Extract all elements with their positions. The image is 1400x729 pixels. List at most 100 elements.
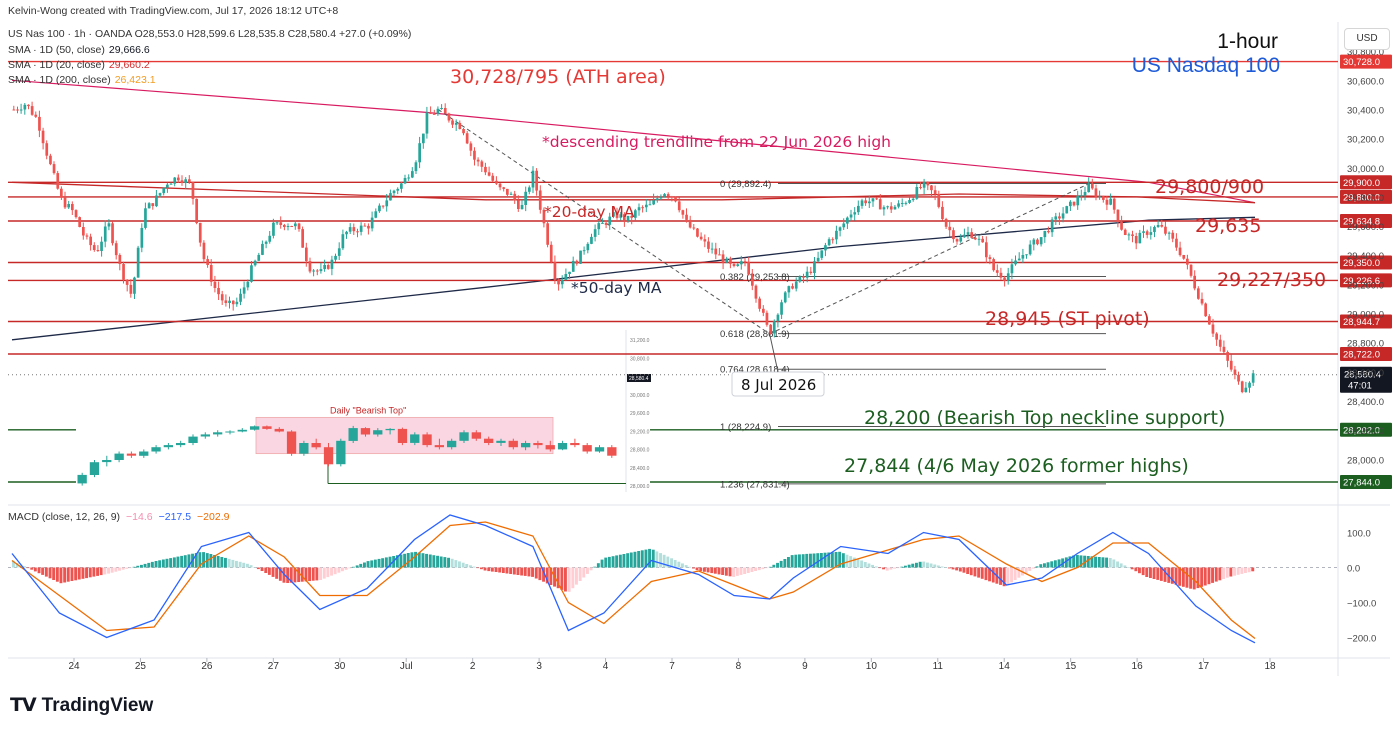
macd-histogram-bar bbox=[147, 562, 151, 568]
tradingview-brand[interactable]: TV TradingView bbox=[10, 694, 153, 717]
macd-histogram-bar bbox=[681, 563, 684, 568]
candle-body bbox=[198, 222, 202, 243]
candle-body bbox=[955, 239, 959, 242]
candle-body bbox=[67, 204, 70, 208]
candle-body bbox=[860, 200, 864, 206]
time-tick-label: 18 bbox=[1264, 661, 1276, 672]
macd-histogram-bar bbox=[278, 567, 282, 581]
macd-histogram-bar bbox=[1207, 567, 1211, 585]
time-tick-label: 9 bbox=[802, 661, 808, 672]
macd-histogram-bar bbox=[977, 567, 981, 578]
legend-sma-20[interactable]: SMA · 1D (20, close) 29,660.2 bbox=[8, 59, 150, 71]
candle-body bbox=[930, 185, 933, 191]
time-tick-label: 16 bbox=[1132, 661, 1144, 672]
countdown-text: 47:01 bbox=[1348, 381, 1372, 392]
macd-histogram-bar bbox=[150, 561, 154, 568]
candle-body bbox=[56, 173, 60, 189]
macd-histogram-bar bbox=[1127, 567, 1130, 568]
price-tick-label: 30,400.0 bbox=[1347, 106, 1384, 117]
candle-body bbox=[619, 214, 623, 218]
macd-histogram-bar bbox=[648, 548, 651, 568]
macd-histogram-bar bbox=[15, 562, 19, 568]
candle-body bbox=[1160, 225, 1164, 227]
macd-histogram-bar bbox=[1116, 561, 1119, 568]
inset-candle-body bbox=[348, 428, 358, 441]
macd-histogram-bar bbox=[1192, 567, 1196, 590]
legend-sma-50[interactable]: SMA · 1D (50, close) 29,666.6 bbox=[8, 44, 150, 56]
macd-histogram-bar bbox=[867, 563, 871, 568]
candle-body bbox=[38, 116, 41, 131]
candle-body bbox=[762, 308, 765, 313]
candle-body bbox=[524, 191, 527, 205]
candle-body bbox=[359, 225, 363, 232]
macd-histogram-bar bbox=[929, 563, 933, 568]
macd-histogram-bar bbox=[377, 558, 381, 568]
macd-histogram-bar bbox=[874, 566, 878, 568]
candle-body bbox=[1025, 254, 1028, 256]
candle-body bbox=[703, 239, 707, 242]
candle-body bbox=[593, 229, 597, 237]
candle-body bbox=[363, 225, 367, 227]
macd-histogram-bar bbox=[816, 553, 820, 568]
date-callout-pointer bbox=[769, 333, 779, 373]
macd-histogram-bar bbox=[838, 551, 842, 568]
macd-histogram-bar bbox=[834, 552, 838, 568]
candle-body bbox=[1251, 373, 1255, 383]
candle-body bbox=[396, 188, 400, 191]
macd-histogram-bar bbox=[776, 562, 779, 568]
level-label: 30,728/795 (ATH area) bbox=[450, 66, 666, 88]
candle-body bbox=[440, 108, 443, 109]
macd-histogram-bar bbox=[154, 561, 158, 568]
macd-histogram-bar bbox=[26, 567, 30, 569]
macd-histogram-bar bbox=[564, 567, 567, 592]
level-axis-tag-text: 28,944.7 bbox=[1343, 317, 1380, 328]
macd-histogram-bar bbox=[308, 567, 311, 582]
candle-body bbox=[663, 194, 666, 197]
macd-histogram-bar bbox=[505, 567, 509, 574]
candle-body bbox=[400, 183, 403, 189]
tradingview-logo-icon: TV bbox=[10, 694, 37, 716]
candle-body bbox=[155, 195, 158, 207]
macd-histogram-bar bbox=[1032, 567, 1035, 569]
macd-histogram-bar bbox=[304, 567, 308, 582]
macd-histogram-bar bbox=[761, 567, 765, 570]
candle-body bbox=[542, 209, 546, 224]
candle-body bbox=[1175, 238, 1178, 248]
price-tick-label: 30,600.0 bbox=[1347, 76, 1384, 87]
macd-histogram-bar bbox=[827, 552, 831, 568]
legend-sma-20-label: SMA · 1D (20, close) bbox=[8, 59, 105, 71]
macd-histogram-bar bbox=[768, 566, 772, 568]
candle-body bbox=[718, 254, 721, 256]
inset-candle-body bbox=[545, 445, 555, 450]
macd-histogram-bar bbox=[724, 567, 728, 576]
candle-body bbox=[1149, 232, 1153, 235]
candle-body bbox=[1003, 277, 1006, 281]
macd-histogram-bar bbox=[710, 567, 714, 574]
candle-body bbox=[615, 212, 619, 218]
candle-body bbox=[1186, 258, 1189, 265]
macd-histogram-bar bbox=[615, 555, 619, 568]
legend-sma-200[interactable]: SMA · 1D (200, close) 26,423.1 bbox=[8, 74, 156, 86]
macd-histogram-bar bbox=[1010, 567, 1013, 583]
currency-button[interactable]: USD bbox=[1344, 28, 1390, 50]
macd-histogram-bar bbox=[1152, 567, 1156, 579]
candle-body bbox=[60, 188, 63, 198]
candle-body bbox=[374, 211, 378, 218]
macd-histogram-bar bbox=[348, 567, 352, 569]
candle-body bbox=[1120, 221, 1123, 230]
inset-axis-label: 29,600.0 bbox=[630, 411, 650, 417]
candle-body bbox=[666, 194, 670, 197]
candle-body bbox=[1131, 234, 1134, 236]
candle-body bbox=[305, 247, 308, 262]
macd-histogram-bar bbox=[889, 567, 893, 570]
macd-legend[interactable]: MACD (close, 12, 26, 9) −14.6 −217.5 −202.9 bbox=[8, 511, 229, 523]
inset-candle-body bbox=[139, 451, 149, 456]
candle-body bbox=[1021, 255, 1025, 259]
candle-body bbox=[685, 214, 688, 220]
candle-body bbox=[114, 243, 118, 256]
candle-body bbox=[385, 200, 389, 207]
macd-histogram-bar bbox=[659, 553, 662, 568]
candle-body bbox=[1142, 231, 1145, 233]
inset-candle-body bbox=[521, 443, 531, 448]
